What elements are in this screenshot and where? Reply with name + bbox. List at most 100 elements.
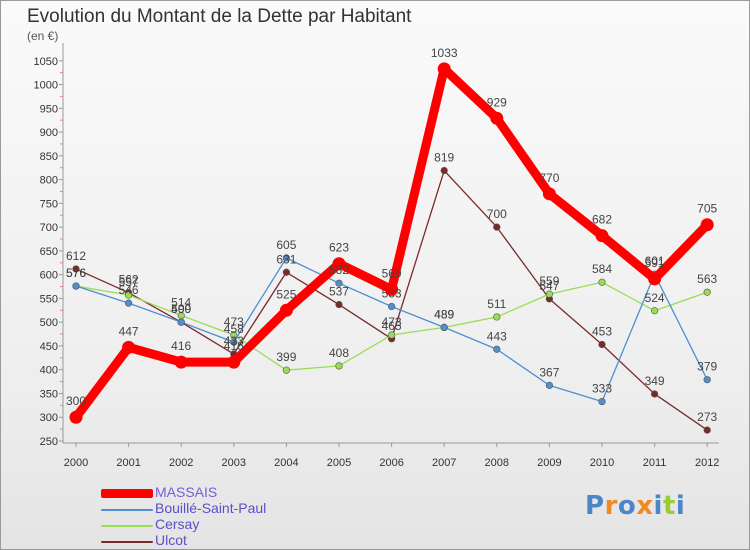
x-tick-label: 2006: [379, 457, 403, 469]
y-tick-label: 400: [40, 365, 58, 377]
data-label: 576: [66, 266, 86, 280]
massais-point: [542, 187, 556, 201]
chart-title: Evolution du Montant de la Dette par Hab…: [27, 6, 412, 27]
data-label: 489: [434, 307, 454, 321]
legend-swatch: [101, 541, 153, 543]
legend-swatch: [101, 489, 153, 498]
series-point: [335, 362, 343, 370]
data-label: 408: [329, 346, 349, 360]
data-label: 367: [539, 365, 559, 379]
data-label: 563: [697, 272, 717, 286]
legend-label: Bouillé-Saint-Paul: [155, 500, 267, 516]
brand-letter: r: [604, 491, 618, 521]
data-label: 537: [329, 285, 349, 299]
massais-point: [700, 218, 714, 232]
series-point: [177, 318, 185, 326]
brand-letter: i: [653, 491, 663, 521]
data-label: 584: [592, 262, 612, 276]
data-label: 333: [592, 382, 612, 396]
series-point: [650, 307, 659, 315]
series-point: [124, 299, 133, 307]
series-point: [72, 265, 80, 273]
data-label: 416: [171, 339, 191, 353]
y-tick-label: 500: [40, 317, 58, 329]
data-label: 458: [224, 322, 244, 336]
y-tick-label: 950: [40, 103, 58, 115]
data-label: 547: [539, 279, 559, 293]
series-point: [282, 254, 291, 262]
massais-point: [490, 111, 504, 125]
series-point: [703, 376, 711, 384]
series-point: [335, 300, 343, 309]
legend-swatch: [101, 509, 153, 511]
data-label: 524: [645, 291, 665, 305]
data-label: 700: [487, 207, 507, 221]
series-point: [545, 381, 554, 389]
series-point: [440, 166, 448, 175]
data-label: 447: [119, 324, 139, 338]
x-tick-label: 2010: [590, 457, 614, 469]
data-label: 1033: [431, 46, 458, 60]
y-tick-label: 250: [40, 436, 58, 448]
series-point: [230, 331, 238, 339]
y-tick-label: 300: [40, 412, 58, 424]
legend-label: MASSAIS: [155, 484, 218, 500]
massais-point: [385, 282, 399, 296]
data-label: 569: [382, 266, 402, 280]
legend-label: Cersay: [155, 516, 200, 532]
data-label: 533: [382, 286, 402, 300]
data-label: 300: [66, 394, 86, 408]
legend-swatch: [101, 525, 153, 527]
data-label: 623: [329, 241, 349, 255]
data-label: 562: [119, 273, 139, 287]
data-label: 770: [539, 171, 559, 185]
series-point: [545, 290, 554, 298]
brand-letter: t: [662, 491, 676, 521]
series-point: [388, 331, 396, 339]
series-line-massais: [71, 64, 712, 422]
brand-letter: o: [617, 491, 637, 521]
chart-unit-label: (en €): [27, 29, 59, 43]
brand-letter: i: [675, 491, 686, 521]
x-tick-label: 2001: [116, 457, 140, 469]
data-label: 416: [224, 339, 244, 353]
y-tick-label: 750: [40, 198, 58, 210]
data-label: 557: [119, 275, 139, 289]
data-label: 605: [276, 238, 296, 252]
x-tick-label: 2003: [222, 457, 246, 469]
y-tick-label: 850: [40, 151, 58, 163]
x-tick-label: 2002: [169, 457, 193, 469]
data-label: 631: [276, 252, 296, 266]
brand-logo: Proxiti: [585, 491, 685, 521]
data-label: 465: [382, 319, 402, 333]
series-point: [124, 291, 133, 299]
massais-point: [227, 355, 241, 369]
x-tick-label: 2005: [327, 457, 351, 469]
series-point: [493, 345, 501, 353]
massais-point: [437, 62, 451, 76]
data-label: 473: [224, 315, 244, 329]
y-tick-label: 550: [40, 293, 58, 305]
series-point: [598, 397, 606, 406]
x-tick-label: 2008: [485, 457, 509, 469]
data-label: 601: [645, 254, 665, 268]
x-tick-label: 2009: [537, 457, 561, 469]
data-label: 682: [592, 213, 612, 227]
x-tick-label: 2012: [695, 457, 719, 469]
series-point: [598, 340, 606, 349]
data-label: 489: [434, 307, 454, 321]
y-tick-label: 800: [40, 175, 58, 187]
series-point: [282, 268, 291, 276]
series-point: [388, 302, 396, 311]
data-label: 500: [171, 302, 191, 316]
data-label: 591: [645, 256, 665, 270]
y-tick-label: 1050: [34, 56, 58, 68]
series-point: [493, 313, 501, 321]
series-point: [72, 282, 80, 290]
data-label: 379: [697, 360, 717, 374]
data-label: 399: [276, 350, 296, 364]
data-label: 582: [329, 263, 349, 277]
x-tick-label: 2004: [274, 457, 298, 469]
